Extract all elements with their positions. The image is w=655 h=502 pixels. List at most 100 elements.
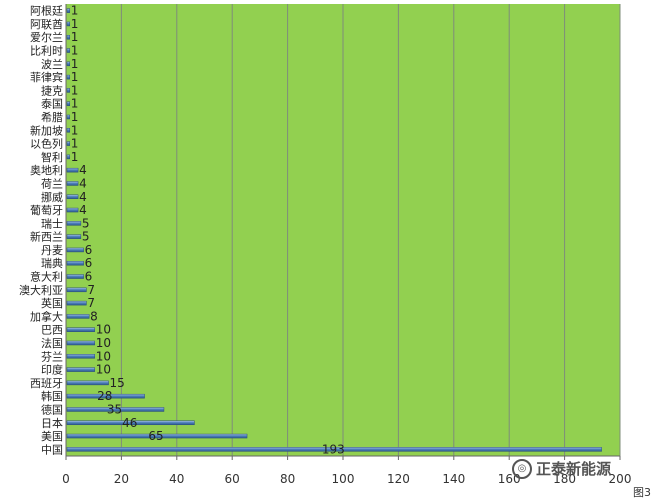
bar-27 xyxy=(67,88,70,92)
x-tick-label-80: 80 xyxy=(280,472,295,486)
category-label-3: 德国 xyxy=(41,402,63,416)
bar-22 xyxy=(67,155,70,159)
value-label-9: 10 xyxy=(96,323,111,337)
category-label-20: 荷兰 xyxy=(41,177,63,190)
category-label-12: 澳大利亚 xyxy=(19,283,63,297)
watermark-text: 正泰新能源 xyxy=(536,458,611,479)
value-label-32: 1 xyxy=(71,17,79,31)
category-label-4: 韩国 xyxy=(41,389,63,403)
category-label-0: 中国 xyxy=(41,443,63,456)
value-label-8: 10 xyxy=(96,336,111,350)
value-label-4: 28 xyxy=(97,389,112,403)
bar-33 xyxy=(67,9,70,13)
value-label-3: 35 xyxy=(107,402,122,416)
bar-8 xyxy=(67,341,95,345)
bar-26 xyxy=(67,102,70,106)
value-label-17: 5 xyxy=(82,216,90,230)
bar-32 xyxy=(67,22,70,26)
category-label-24: 新加坡 xyxy=(30,123,63,137)
bar-16 xyxy=(67,235,81,239)
value-label-25: 1 xyxy=(71,110,79,124)
figure-tag: 图3 xyxy=(633,484,651,500)
bar-24 xyxy=(67,128,70,132)
value-label-31: 1 xyxy=(71,30,79,44)
value-label-30: 1 xyxy=(71,44,79,58)
value-label-6: 10 xyxy=(96,363,111,377)
value-label-27: 1 xyxy=(71,83,79,97)
value-label-7: 10 xyxy=(96,349,111,363)
value-label-10: 8 xyxy=(90,309,98,323)
x-tick-label-200: 200 xyxy=(609,472,632,486)
bar-13 xyxy=(67,275,84,279)
category-label-23: 以色列 xyxy=(30,137,63,151)
category-label-33: 阿根廷 xyxy=(30,4,63,18)
category-label-29: 波兰 xyxy=(41,58,63,71)
value-label-20: 4 xyxy=(79,176,87,190)
bar-9 xyxy=(67,328,95,332)
bar-11 xyxy=(67,301,86,305)
value-label-23: 1 xyxy=(71,137,79,151)
category-label-16: 新西兰 xyxy=(30,230,63,244)
category-label-15: 丹麦 xyxy=(41,244,63,257)
watermark: ◎ 正泰新能源 xyxy=(512,458,611,479)
category-label-11: 英国 xyxy=(41,296,63,310)
category-label-19: 挪威 xyxy=(41,190,63,204)
value-label-29: 1 xyxy=(71,57,79,71)
bar-23 xyxy=(67,142,70,146)
bar-30 xyxy=(67,49,70,53)
category-label-25: 希腊 xyxy=(41,110,63,124)
category-label-10: 加拿大 xyxy=(30,309,63,323)
value-label-24: 1 xyxy=(71,123,79,137)
value-label-28: 1 xyxy=(71,70,79,84)
bar-20 xyxy=(67,181,78,185)
x-tick-label-60: 60 xyxy=(225,472,240,486)
wechat-logo-icon: ◎ xyxy=(512,459,532,479)
category-label-18: 葡萄牙 xyxy=(30,204,63,217)
category-label-22: 智利 xyxy=(41,150,63,164)
category-label-28: 菲律宾 xyxy=(30,70,63,84)
category-label-6: 印度 xyxy=(41,363,63,377)
x-tick-label-120: 120 xyxy=(387,472,410,486)
bar-14 xyxy=(67,261,84,265)
value-label-13: 6 xyxy=(85,270,93,284)
category-label-17: 瑞士 xyxy=(41,216,63,230)
category-label-30: 比利时 xyxy=(30,45,63,58)
value-label-16: 5 xyxy=(82,230,90,244)
bar-12 xyxy=(67,288,86,292)
value-label-15: 6 xyxy=(85,243,93,257)
bar-10 xyxy=(67,314,89,318)
value-label-21: 4 xyxy=(79,163,87,177)
category-label-2: 日本 xyxy=(41,416,63,430)
category-label-1: 美国 xyxy=(41,430,63,443)
value-label-14: 6 xyxy=(85,256,93,270)
bar-28 xyxy=(67,75,70,79)
category-label-5: 西班牙 xyxy=(30,377,63,390)
value-label-2: 46 xyxy=(122,416,137,430)
category-label-21: 奥地利 xyxy=(30,163,63,177)
category-label-31: 爱尔兰 xyxy=(30,31,63,44)
bar-25 xyxy=(67,115,70,119)
category-label-26: 泰国 xyxy=(41,97,63,111)
value-label-26: 1 xyxy=(71,97,79,111)
bar-17 xyxy=(67,221,81,225)
value-label-5: 15 xyxy=(110,376,125,390)
value-label-0: 193 xyxy=(322,442,345,456)
x-tick-label-20: 20 xyxy=(114,472,129,486)
value-label-22: 1 xyxy=(71,150,79,164)
category-label-7: 芬兰 xyxy=(41,350,63,363)
bar-29 xyxy=(67,62,70,66)
x-tick-label-0: 0 xyxy=(62,472,70,486)
value-label-18: 4 xyxy=(79,203,87,217)
value-label-1: 65 xyxy=(148,429,163,443)
bar-5 xyxy=(67,381,109,385)
x-tick-label-140: 140 xyxy=(442,472,465,486)
category-label-27: 捷克 xyxy=(41,83,63,97)
bar-19 xyxy=(67,195,78,199)
bar-18 xyxy=(67,208,78,212)
category-label-32: 阿联酋 xyxy=(30,17,63,31)
category-label-13: 意大利 xyxy=(30,270,63,284)
category-label-9: 巴西 xyxy=(41,324,63,337)
bar-6 xyxy=(67,368,95,372)
